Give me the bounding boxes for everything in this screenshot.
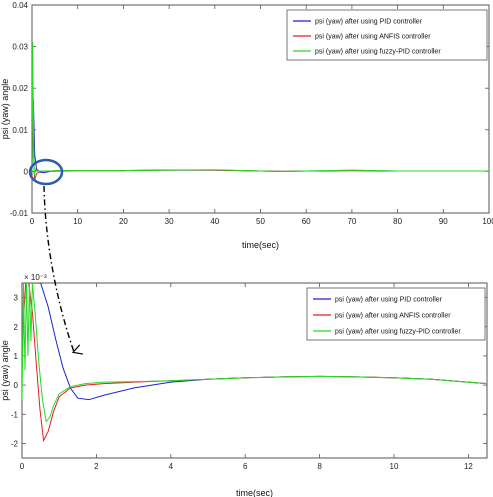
x-tick-label: 2 [94, 462, 99, 471]
legend-entry: psi (yaw) after using PID controller [335, 297, 443, 304]
y-tick-label: 1 [14, 352, 19, 361]
y-axis-label: psi (yaw) angle [0, 79, 10, 140]
y-tick-label: 3 [14, 294, 19, 303]
x-tick-label: 90 [439, 217, 448, 226]
series-line-2 [32, 42, 489, 176]
legend-entry: psi (yaw) after using ANFIS controller [335, 313, 451, 320]
legend-entry: psi (yaw) after using ANFIS controller [315, 34, 431, 41]
x-tick-label: 10 [390, 462, 399, 471]
x-tick-label: 0 [20, 462, 25, 471]
y-tick-label: 0.03 [12, 43, 28, 52]
x-tick-label: 12 [464, 462, 473, 471]
x-axis-label: time(sec) [236, 488, 273, 497]
legend-box [306, 287, 486, 341]
legend-entry: psi (yaw) after using fuzzy-PID controll… [335, 329, 461, 336]
y-tick-label: 0.02 [12, 84, 28, 93]
x-tick-label: 4 [169, 462, 174, 471]
x-tick-label: 60 [302, 217, 311, 226]
legend-box [286, 9, 488, 61]
x-tick-label: 6 [243, 462, 248, 471]
x-tick-label: 100 [482, 217, 493, 226]
x-tick-label: 50 [256, 217, 265, 226]
y-tick-label: 0.04 [12, 1, 28, 10]
y-tick-label: 2 [14, 323, 19, 332]
x-tick-label: 8 [317, 462, 322, 471]
legend-entry: psi (yaw) after using PID controller [315, 19, 423, 26]
y-tick-label: -1 [11, 410, 19, 419]
x-tick-label: 70 [347, 217, 356, 226]
x-tick-label: 80 [393, 217, 402, 226]
y-tick-label: 0.01 [12, 126, 28, 135]
x-tick-label: 0 [30, 217, 35, 226]
y-tick-label: -0.01 [10, 209, 29, 218]
x-tick-label: 30 [165, 217, 174, 226]
y-tick-label: -2 [11, 439, 19, 448]
zoom-annotation [28, 158, 74, 352]
y-multiplier-label: × 10⁻³ [24, 273, 47, 282]
y-axis-label: psi (yaw) angle [0, 340, 10, 401]
legend-entry: psi (yaw) after using fuzzy-PID controll… [315, 49, 441, 56]
x-tick-label: 20 [119, 217, 128, 226]
series-line-2 [22, 283, 487, 423]
zoom-highlight-ellipse [28, 158, 64, 186]
zoom-arrow [43, 185, 74, 352]
y-tick-label: 0 [24, 167, 29, 176]
x-tick-label: 40 [210, 217, 219, 226]
x-axis-label: time(sec) [242, 240, 279, 250]
top-chart: 0102030405060708090100-0.0100.010.020.03… [0, 1, 493, 250]
x-tick-label: 10 [73, 217, 82, 226]
y-tick-label: 0 [14, 381, 19, 390]
